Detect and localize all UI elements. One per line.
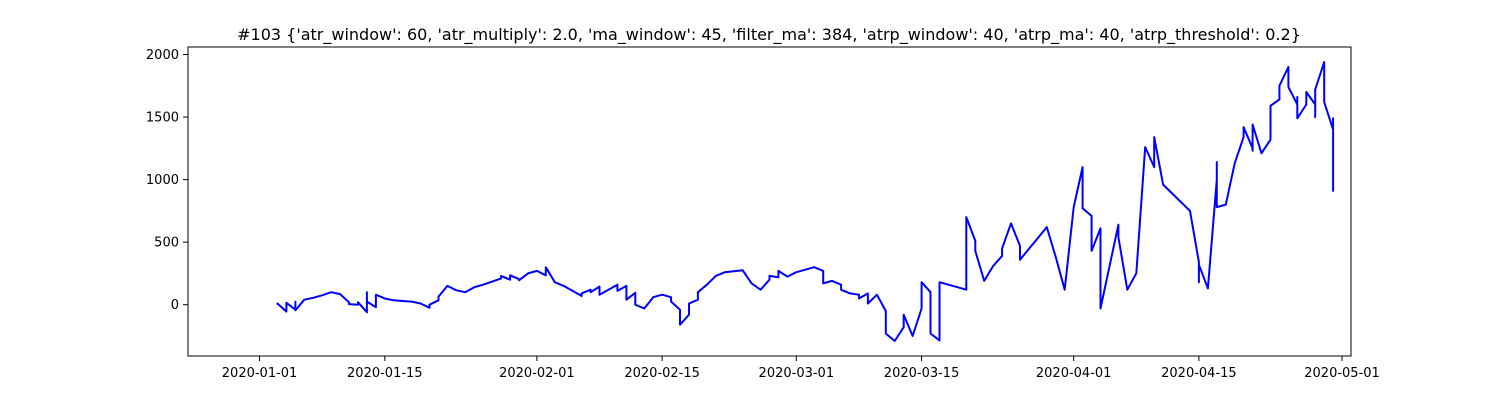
y-tick-label: 1500 (146, 111, 179, 126)
x-tick-label: 2020-02-01 (499, 366, 575, 381)
y-tick-label: 2000 (146, 48, 179, 63)
x-tick-label: 2020-04-01 (1036, 366, 1112, 381)
y-tick-label: 0 (171, 298, 179, 313)
series-line-0 (276, 61, 1335, 342)
x-tick-label: 2020-01-15 (347, 366, 423, 381)
y-tick-label: 1000 (146, 173, 179, 188)
plot-frame (187, 46, 1352, 357)
series-layer (276, 61, 1335, 342)
y-axis: 0 500 1000 1500 2000 (146, 48, 188, 313)
x-axis: 2020-01-01 2020-01-15 2020-02-01 2020-02-15… (222, 356, 1380, 381)
x-tick-label: 2020-03-01 (759, 366, 835, 381)
y-tick-label: 500 (154, 236, 179, 251)
x-tick-label: 2020-02-15 (624, 366, 700, 381)
chart-title: #103 {'atr_window': 60, 'atr_multiply': … (237, 25, 1301, 45)
x-tick-label: 2020-03-15 (884, 366, 960, 381)
x-tick-label: 2020-05-01 (1304, 366, 1380, 381)
x-tick-label: 2020-01-01 (222, 366, 298, 381)
x-tick-label: 2020-04-15 (1161, 366, 1237, 381)
